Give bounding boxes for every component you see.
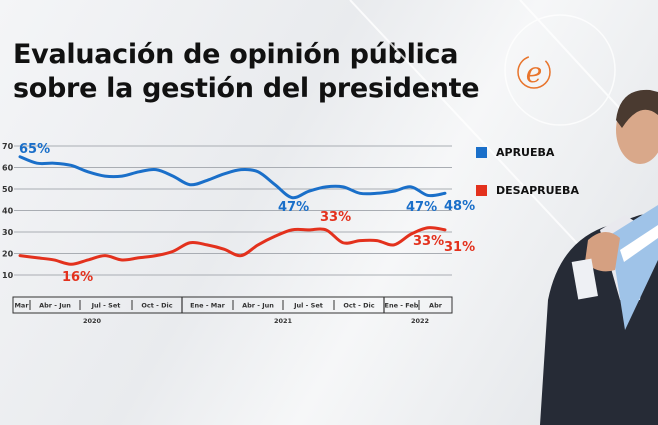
y-tick-label: 50 (2, 185, 14, 194)
legend-swatch-desaprueba (476, 185, 487, 196)
x-period-label: Oct - Dic (141, 302, 172, 310)
data-label: 31% (444, 240, 475, 255)
x-year-label: 2022 (411, 317, 429, 325)
y-tick-label: 10 (2, 271, 14, 280)
series-line-aprueba (18, 155, 447, 200)
data-label: 33% (413, 234, 444, 249)
x-period-label: Oct - Dic (343, 302, 374, 310)
legend-label-aprueba: APRUEBA (496, 146, 555, 159)
legend-label-desaprueba: DESAPRUEBA (496, 184, 579, 197)
x-year-label: 2020 (83, 317, 102, 325)
title-line-1: Evaluación de opinión pública (13, 39, 459, 70)
president-photo (540, 89, 658, 425)
x-year-label: 2021 (274, 317, 293, 325)
x-axis-box (12, 296, 453, 314)
legend-item-desaprueba: DESAPRUEBA (476, 184, 579, 197)
chart-title: Evaluación de opinión pública sobre la g… (13, 38, 480, 106)
x-period-label: Ene - Feb (385, 302, 419, 310)
y-tick-label: 30 (2, 228, 14, 237)
x-period-label: Jul - Set (91, 302, 121, 310)
title-line-2: sobre la gestión del presidente (13, 73, 480, 104)
y-tick-label: 60 (2, 164, 14, 173)
series-line-desaprueba (18, 226, 447, 266)
y-tick-label: 40 (2, 207, 14, 216)
x-period-label: Abr - Jun (242, 302, 274, 310)
legend-item-aprueba: APRUEBA (476, 146, 554, 159)
data-label: 48% (444, 199, 475, 214)
data-label: 47% (278, 200, 309, 215)
y-tick-label: 70 (2, 142, 14, 151)
x-period-label: Ene - Mar (190, 302, 226, 310)
data-label: 16% (62, 270, 93, 285)
y-tick-label: 20 (2, 250, 14, 259)
logo-letter: e (526, 56, 543, 89)
x-period-label: Abr (429, 302, 443, 310)
legend-swatch-aprueba (476, 147, 487, 158)
x-period-label: Mar (14, 302, 29, 310)
data-label: 33% (320, 210, 351, 225)
data-label: 47% (406, 200, 437, 215)
x-period-label: Jul - Set (293, 302, 323, 310)
logo: e (517, 55, 551, 89)
x-period-label: Abr - Jun (39, 302, 71, 310)
data-label: 65% (19, 142, 50, 157)
